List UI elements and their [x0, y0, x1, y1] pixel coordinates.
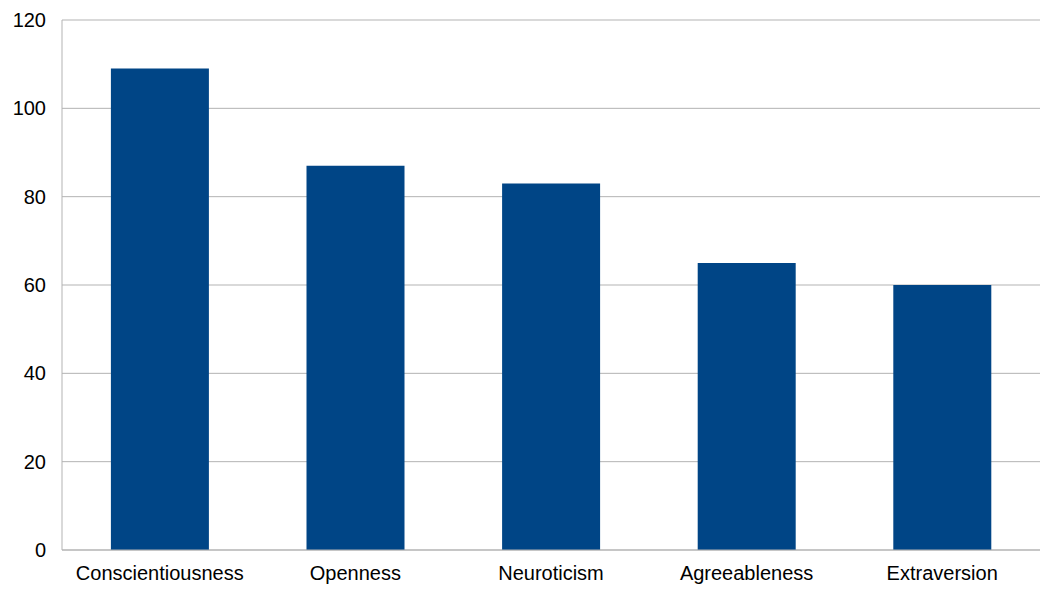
svg-text:20: 20 — [24, 451, 46, 473]
svg-text:Neuroticism: Neuroticism — [498, 562, 604, 584]
svg-text:100: 100 — [13, 97, 46, 119]
svg-text:Agreeableness: Agreeableness — [680, 562, 813, 584]
svg-text:40: 40 — [24, 362, 46, 384]
svg-text:Extraversion: Extraversion — [887, 562, 998, 584]
svg-text:0: 0 — [35, 539, 46, 561]
svg-text:80: 80 — [24, 186, 46, 208]
svg-text:60: 60 — [24, 274, 46, 296]
svg-text:Conscientiousness: Conscientiousness — [76, 562, 244, 584]
svg-text:120: 120 — [13, 9, 46, 31]
svg-text:Openness: Openness — [310, 562, 401, 584]
